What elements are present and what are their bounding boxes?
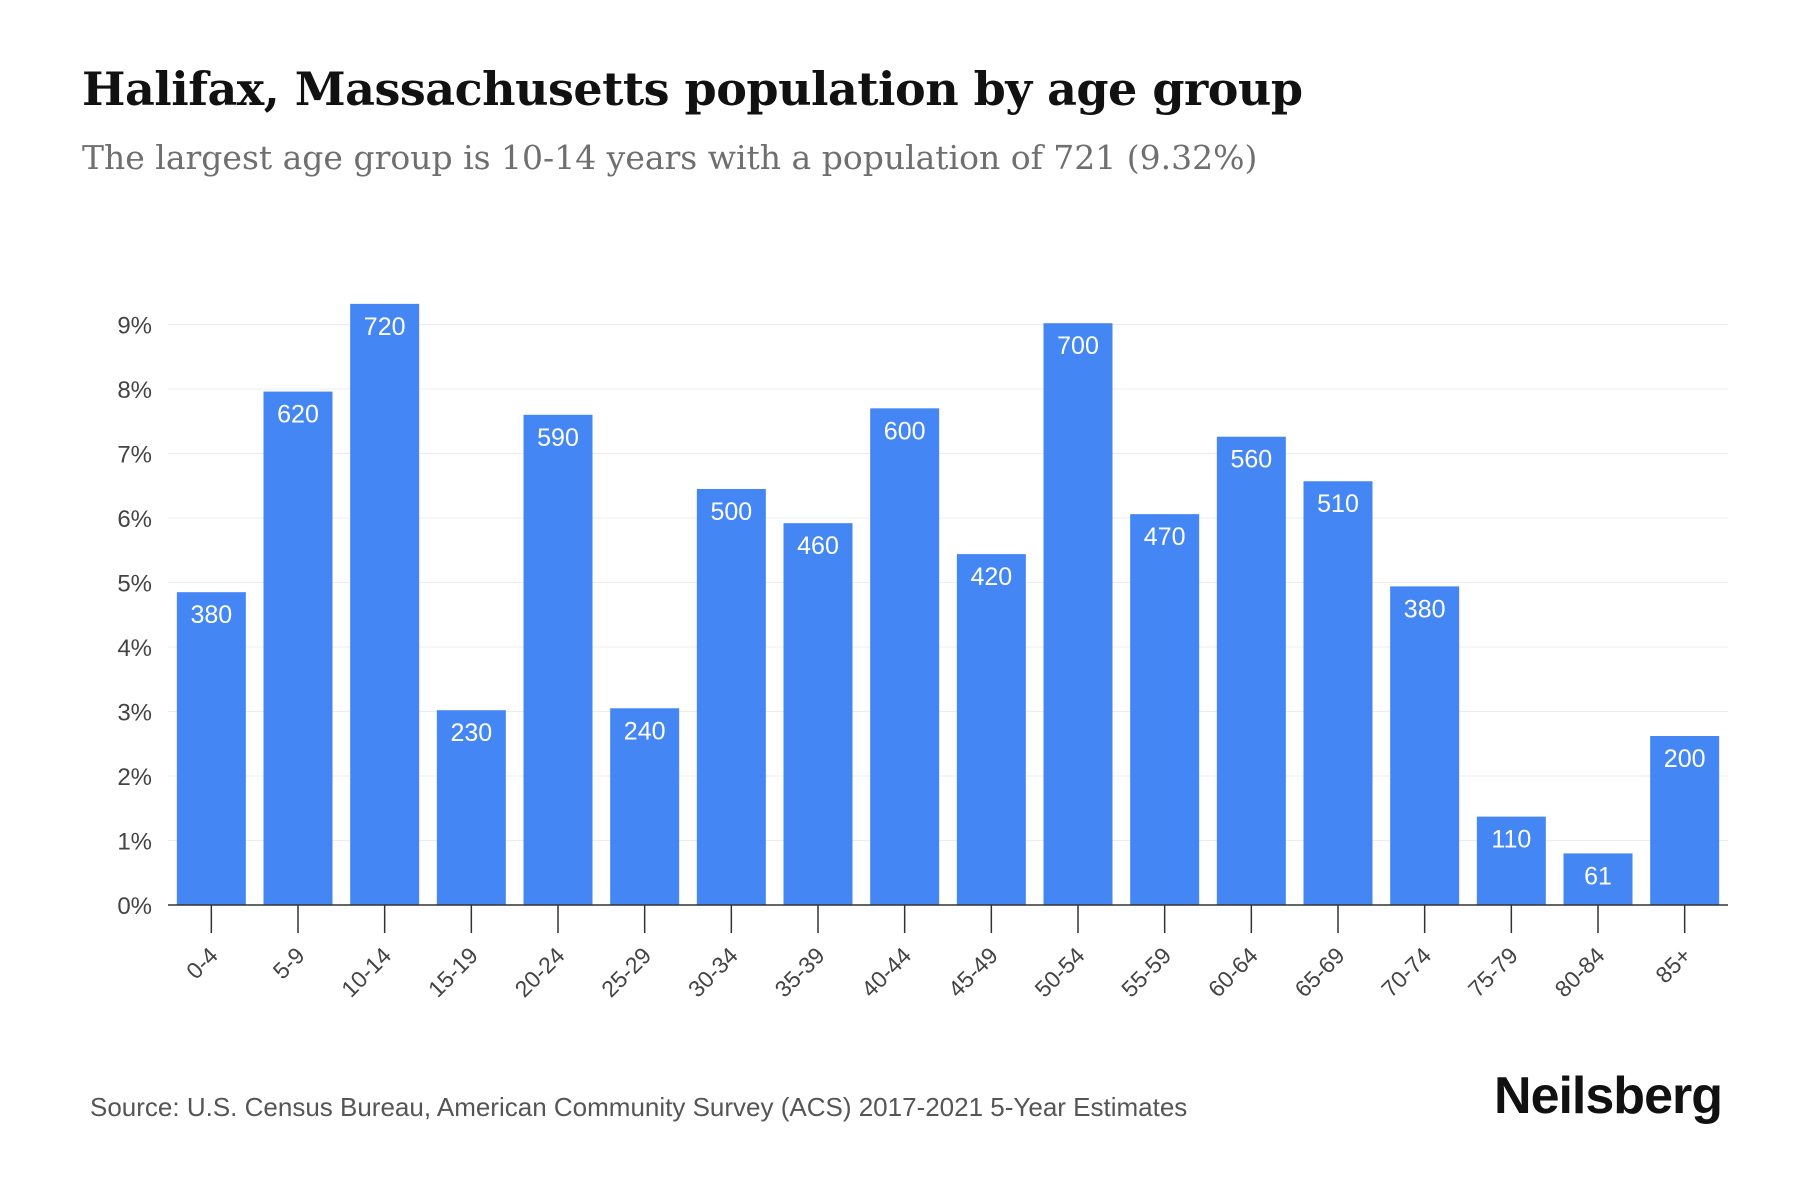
data-label: 230 (450, 719, 492, 747)
y-tick-label: 0% (117, 893, 152, 920)
x-tick-label: 15-19 (423, 942, 483, 1002)
y-tick-label: 3% (117, 700, 152, 727)
data-label: 500 (710, 498, 752, 526)
bar (610, 708, 680, 905)
y-tick-label: 9% (117, 313, 152, 340)
bar (1303, 481, 1373, 905)
data-label: 61 (1584, 862, 1612, 890)
x-tick-label: 25-29 (596, 942, 656, 1002)
gridlines (168, 324, 1728, 841)
bar (350, 303, 420, 905)
x-tick-label: 35-39 (770, 942, 830, 1002)
x-tick-label: 5-9 (268, 942, 310, 984)
y-tick-label: 4% (117, 635, 152, 662)
x-tick-label: 60-64 (1203, 942, 1263, 1002)
brand-logo: Neilsberg (1494, 1067, 1723, 1125)
x-tick-label: 65-69 (1290, 942, 1350, 1002)
y-tick-label: 1% (117, 829, 152, 856)
x-tick-label: 70-74 (1376, 942, 1436, 1002)
bar (436, 710, 506, 905)
bar (263, 391, 333, 906)
bar (696, 488, 766, 905)
bar (783, 523, 853, 905)
data-label: 380 (1404, 595, 1446, 623)
chart-subtitle: The largest age group is 10-14 years wit… (82, 138, 1258, 177)
x-tick-label: 30-34 (683, 942, 743, 1002)
data-label: 560 (1230, 446, 1272, 474)
bar (1390, 586, 1460, 905)
x-tick-label: 40-44 (856, 942, 916, 1002)
y-tick-label: 5% (117, 571, 152, 598)
data-label: 470 (1144, 523, 1186, 551)
bar (1216, 436, 1286, 905)
data-label: 700 (1057, 332, 1099, 360)
bar (1130, 514, 1200, 905)
x-tick-label: 20-24 (510, 942, 570, 1002)
bar (1043, 323, 1113, 906)
y-tick-label: 7% (117, 442, 152, 469)
x-tick-label: 85+ (1650, 942, 1696, 988)
x-tick-label: 0-4 (181, 942, 223, 984)
data-label: 240 (624, 717, 666, 745)
bars: 380 620 720 230 590 240 500 460 600 420 700 470 560 5… (176, 303, 1720, 906)
data-label: 420 (970, 563, 1012, 591)
x-tick-label: 45-49 (943, 942, 1003, 1002)
data-label: 200 (1664, 745, 1706, 773)
bar (1650, 736, 1720, 905)
x-tick-label: 50-54 (1030, 942, 1090, 1002)
bar (176, 592, 246, 905)
data-label: 110 (1491, 826, 1531, 854)
bar (1563, 853, 1633, 905)
data-label: 600 (884, 417, 926, 445)
data-label: 510 (1317, 490, 1359, 518)
data-label: 620 (277, 401, 319, 429)
bar (956, 554, 1026, 905)
chart-title: Halifax, Massachusetts population by age… (82, 62, 1303, 116)
data-label: 380 (190, 601, 232, 629)
x-tick-label: 75-79 (1463, 942, 1523, 1002)
bar (1476, 816, 1546, 905)
bar (523, 414, 593, 905)
x-tick-label: 10-14 (336, 942, 396, 1002)
bar (870, 408, 940, 905)
y-tick-label: 2% (117, 764, 152, 791)
y-tick-label: 8% (117, 377, 152, 404)
data-label: 460 (797, 532, 839, 560)
source-note: Source: U.S. Census Bureau, American Com… (90, 1092, 1188, 1122)
x-tick-label: 55-59 (1116, 942, 1176, 1002)
x-tick-label: 80-84 (1550, 942, 1610, 1002)
y-tick-label: 6% (117, 506, 152, 533)
data-label: 720 (364, 313, 406, 341)
data-label: 590 (537, 424, 579, 452)
